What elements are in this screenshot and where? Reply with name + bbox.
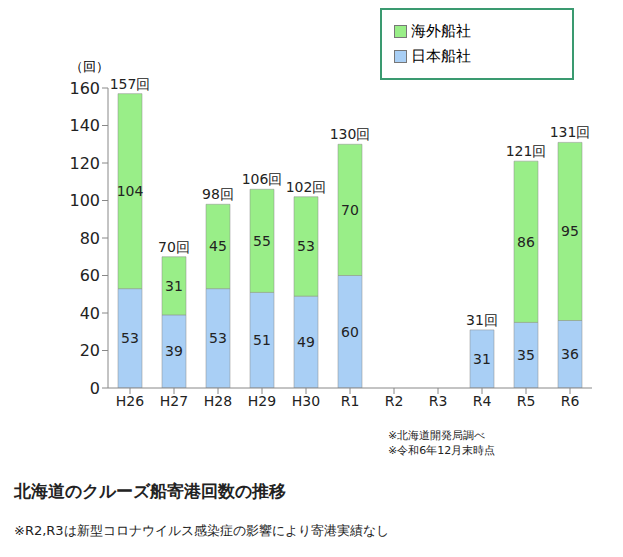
svg-text:20: 20 — [80, 341, 100, 360]
svg-text:H30: H30 — [292, 393, 320, 409]
svg-text:140: 140 — [69, 116, 100, 135]
svg-text:130回: 130回 — [330, 126, 371, 142]
svg-text:39: 39 — [165, 343, 183, 359]
svg-text:121回: 121回 — [506, 143, 547, 159]
svg-text:60: 60 — [341, 324, 359, 340]
svg-text:53: 53 — [297, 238, 315, 254]
svg-text:31: 31 — [165, 278, 183, 294]
html-text:※令和6年12月末時点: ※令和6年12月末時点 — [388, 444, 496, 457]
svg-text:R6: R6 — [561, 393, 580, 409]
html-text:海外船社: 海外船社 — [411, 22, 471, 40]
svg-text:98回: 98回 — [202, 186, 234, 202]
svg-text:100: 100 — [69, 191, 100, 210]
svg-text:R5: R5 — [517, 393, 536, 409]
svg-text:102回: 102回 — [286, 179, 327, 195]
svg-text:53: 53 — [121, 330, 139, 346]
svg-text:35: 35 — [517, 347, 535, 363]
svg-text:45: 45 — [209, 238, 227, 254]
svg-text:36: 36 — [561, 346, 579, 362]
svg-text:70: 70 — [341, 202, 359, 218]
svg-text:R2: R2 — [385, 393, 404, 409]
svg-text:55: 55 — [253, 233, 271, 249]
svg-text:R3: R3 — [429, 393, 448, 409]
svg-text:157回: 157回 — [110, 76, 151, 92]
svg-text:H29: H29 — [248, 393, 276, 409]
svg-text:H26: H26 — [116, 393, 144, 409]
svg-text:104: 104 — [117, 183, 144, 199]
html-text:（回）: （回） — [70, 59, 109, 74]
svg-text:R1: R1 — [341, 393, 360, 409]
svg-text:160: 160 — [69, 79, 100, 98]
svg-text:60: 60 — [80, 266, 100, 285]
html-text:北海道のクルーズ船寄港回数の推移: 北海道のクルーズ船寄港回数の推移 — [14, 481, 286, 501]
svg-text:80: 80 — [80, 229, 100, 248]
html-text:※R2,R3は新型コロナウイルス感染症の影響により寄港実績な: ※R2,R3は新型コロナウイルス感染症の影響により寄港実績なし — [14, 523, 389, 538]
svg-text:31回: 31回 — [466, 312, 498, 328]
svg-text:51: 51 — [253, 332, 271, 348]
svg-text:31: 31 — [473, 351, 491, 367]
svg-text:70回: 70回 — [158, 239, 190, 255]
svg-text:95: 95 — [561, 223, 579, 239]
svg-text:86: 86 — [517, 234, 535, 250]
svg-text:120: 120 — [69, 154, 100, 173]
svg-text:0: 0 — [90, 379, 100, 398]
svg-text:R4: R4 — [473, 393, 492, 409]
svg-text:131回: 131回 — [550, 124, 591, 140]
html-text:※北海道開発局調べ: ※北海道開発局調べ — [388, 429, 486, 442]
svg-text:53: 53 — [209, 330, 227, 346]
svg-text:H27: H27 — [160, 393, 188, 409]
svg-text:106回: 106回 — [242, 171, 283, 187]
html-text:日本船社: 日本船社 — [411, 47, 471, 65]
svg-text:49: 49 — [297, 334, 315, 350]
svg-text:H28: H28 — [204, 393, 232, 409]
svg-text:40: 40 — [80, 304, 100, 323]
